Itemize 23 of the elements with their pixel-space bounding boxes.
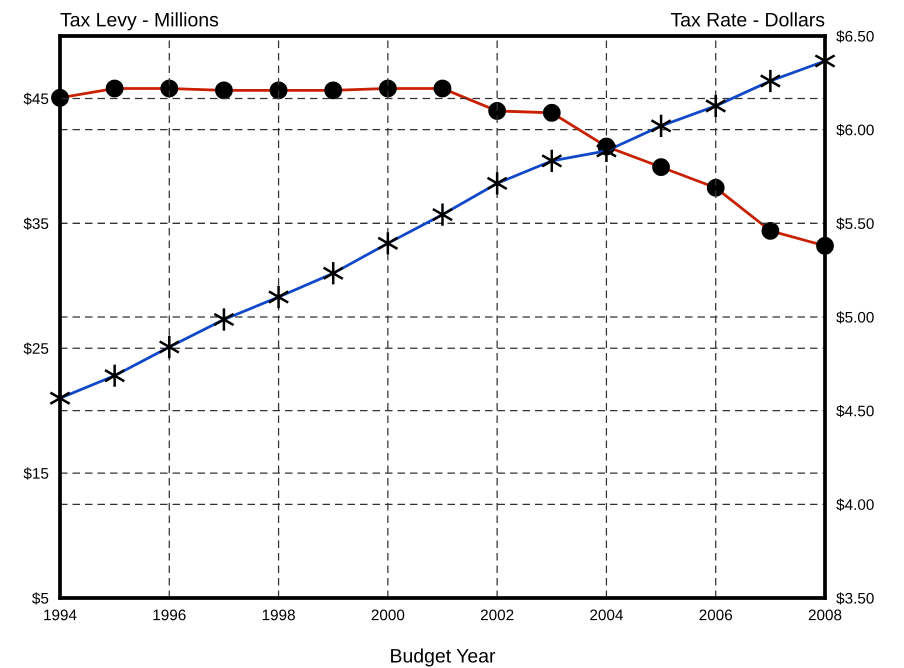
x-tick-label: 1994 xyxy=(44,610,77,620)
y2-tick-label: $4.00 xyxy=(836,498,874,511)
y-tick-label: $25 xyxy=(24,342,48,355)
y-tick-label: $45 xyxy=(24,92,48,106)
x-tick-label: 2004 xyxy=(590,610,623,620)
y-tick-label: $35 xyxy=(24,218,48,230)
y-tick-label: $15 xyxy=(24,467,48,480)
y2-tick-label: $5.00 xyxy=(836,311,874,324)
x-tick-label: 1998 xyxy=(262,610,295,620)
x-tick-label: 2008 xyxy=(808,610,842,620)
y2-tick-label: $4.50 xyxy=(836,404,874,418)
x-tick-label: 1996 xyxy=(153,610,186,620)
x-axis-title: Budget Year xyxy=(391,648,496,666)
x-tick-label: 2006 xyxy=(699,610,732,620)
x-tick-label: 2002 xyxy=(480,610,514,620)
y-axis-title: Tax Levy - Millions xyxy=(60,12,218,30)
y2-tick-label: $6.50 xyxy=(836,30,874,43)
y2-axis-title: Tax Rate - Dollars xyxy=(670,12,824,27)
y-tick-label: $5 xyxy=(32,592,48,605)
y2-tick-label: $3.50 xyxy=(836,592,874,605)
y2-tick-label: $6.00 xyxy=(836,124,874,136)
x-tick-label: 2000 xyxy=(372,610,404,620)
y2-tick-label: $5.50 xyxy=(836,218,874,230)
